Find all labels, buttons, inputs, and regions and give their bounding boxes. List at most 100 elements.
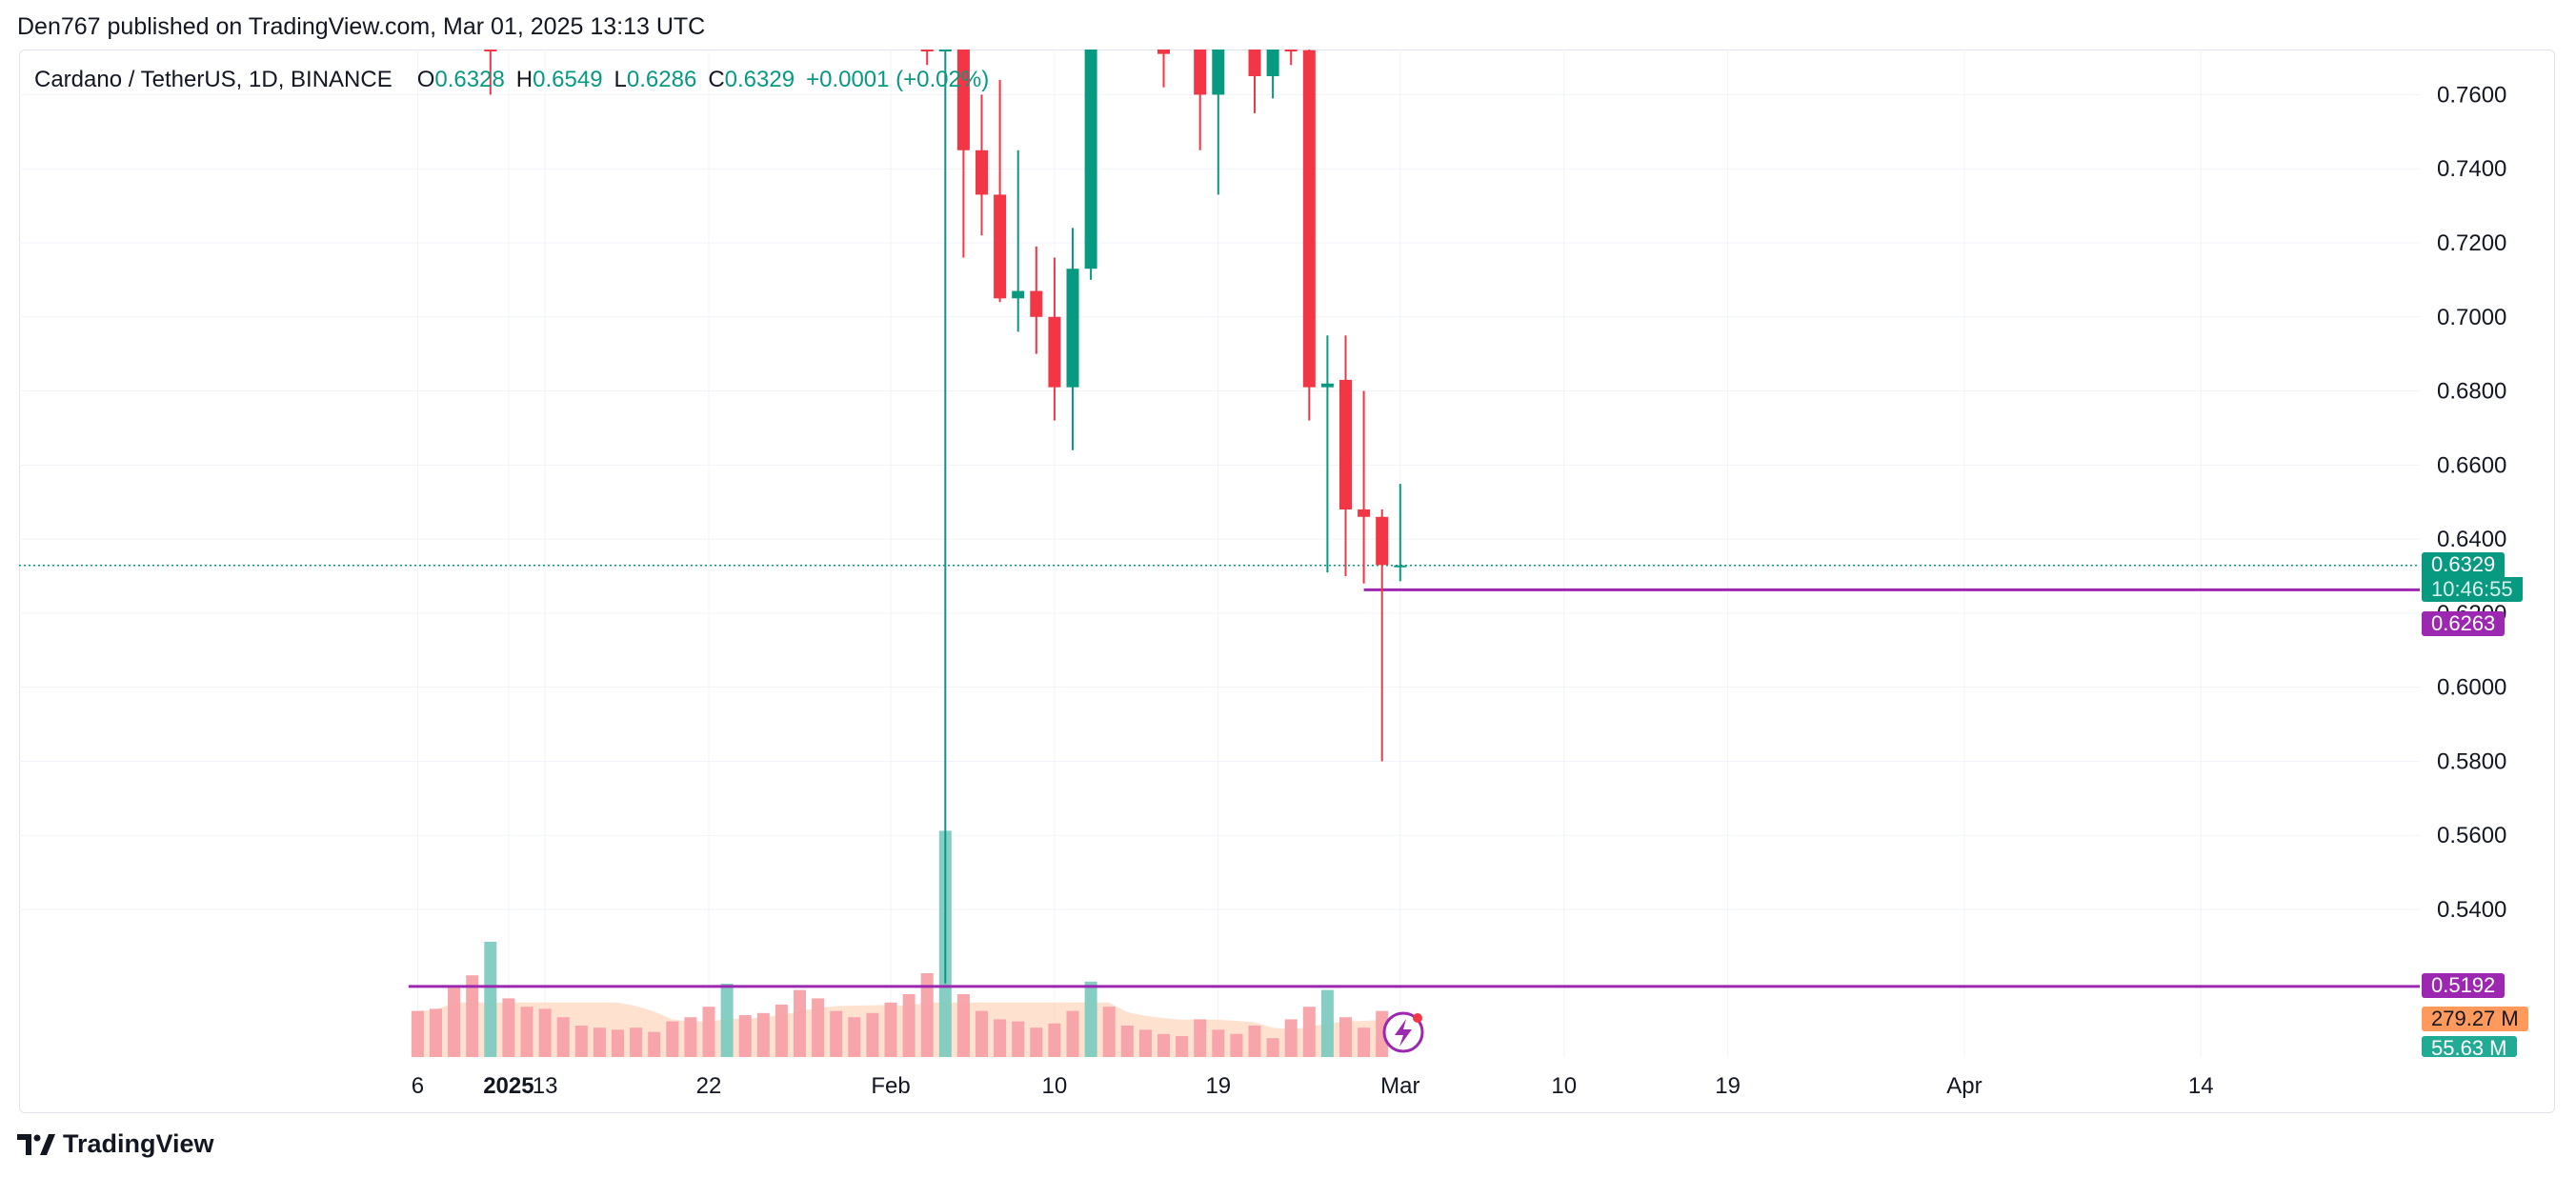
- y-tick-label: 0.6400: [2437, 527, 2506, 552]
- y-axis: 0.54000.56000.58000.60000.62000.64000.66…: [2437, 82, 2506, 923]
- lightning-icon[interactable]: [1382, 1011, 1424, 1053]
- brand-name[interactable]: TradingView: [63, 1129, 214, 1158]
- volume-bar: [1102, 1007, 1116, 1057]
- current-price-badge: 0.6329: [2422, 552, 2506, 577]
- grid: [19, 50, 2420, 1057]
- ohlc-legend: Cardano / TetherUS, 1D, BINANCE O0.6328 H0…: [34, 67, 989, 93]
- volume-bar: [794, 989, 806, 1057]
- x-tick-label: 14: [2188, 1073, 2214, 1099]
- candle: [920, 50, 934, 66]
- candle: [1358, 390, 1371, 584]
- volume-bar: [1048, 1023, 1061, 1057]
- volume-bar: [648, 1031, 661, 1057]
- low-label: L: [614, 67, 627, 92]
- x-tick-label: Mar: [1380, 1073, 1419, 1099]
- open-label: O: [416, 67, 435, 92]
- candle-body: [1394, 565, 1407, 568]
- candle-body: [1248, 50, 1261, 76]
- volume-bar: [466, 975, 479, 1057]
- volume-bar: [1157, 1033, 1170, 1057]
- candle-body: [1284, 50, 1298, 51]
- volume-bar: [1376, 1010, 1389, 1057]
- candle-body: [1320, 383, 1334, 388]
- y-tick-label: 0.6800: [2437, 379, 2506, 405]
- volume-bar: [1176, 1036, 1189, 1057]
- candle-body: [1302, 50, 1316, 388]
- volume-bars: [411, 830, 1389, 1057]
- candle-body: [1048, 316, 1061, 388]
- volume-bar: [1120, 1026, 1134, 1057]
- change-value: +0.0001 (+0.02%): [806, 67, 990, 92]
- volume-bar: [430, 1008, 442, 1057]
- candle-body: [938, 50, 952, 51]
- volume-bar: [920, 973, 934, 1057]
- candle: [1266, 50, 1279, 99]
- symbol-name: Cardano / TetherUS, 1D, BINANCE: [34, 67, 392, 92]
- candle-body: [1376, 516, 1389, 566]
- volume-ma-badge: 279.27 M: [2422, 1007, 2528, 1031]
- candle-body: [484, 50, 497, 51]
- volume-badge: 55.63 M: [2422, 1036, 2517, 1057]
- volume-bar: [1084, 981, 1097, 1057]
- countdown-badge: 10:46:55: [2422, 577, 2523, 602]
- candle: [994, 79, 1007, 303]
- volume-bar: [630, 1027, 643, 1057]
- candle-body: [994, 194, 1007, 299]
- x-tick-label: 13: [533, 1073, 558, 1099]
- candle-body: [1194, 50, 1207, 95]
- y-tick-label: 0.5600: [2437, 823, 2506, 848]
- volume-bar: [484, 942, 497, 1057]
- candle: [956, 50, 970, 258]
- candle: [1157, 50, 1170, 88]
- x-tick-label: 22: [696, 1073, 722, 1099]
- volume-bar: [994, 1019, 1007, 1057]
- candle: [1194, 50, 1207, 150]
- volume-bar: [1284, 1019, 1298, 1057]
- volume-bar: [976, 1010, 988, 1057]
- volume-bar: [593, 1027, 606, 1057]
- y-tick-label: 0.6600: [2437, 452, 2506, 478]
- volume-bar: [1012, 1021, 1025, 1057]
- volume-bar: [702, 1007, 715, 1057]
- volume-bar: [1138, 1029, 1152, 1057]
- volume-bar: [556, 1017, 570, 1057]
- y-tick-label: 0.7000: [2437, 305, 2506, 330]
- x-tick-label: 10: [1042, 1073, 1068, 1099]
- volume-bar: [756, 1012, 770, 1057]
- volume-bar: [1358, 1027, 1371, 1057]
- volume-bar: [1030, 1027, 1043, 1057]
- candle-body: [1066, 269, 1079, 388]
- x-tick-label: 6: [412, 1073, 424, 1099]
- candle: [1284, 50, 1298, 66]
- volume-bar: [612, 1029, 624, 1057]
- volume-bar: [538, 1008, 552, 1057]
- open-value: 0.6328: [434, 67, 505, 92]
- close-value: 0.6329: [724, 67, 795, 92]
- candle: [1320, 335, 1334, 573]
- candle: [938, 50, 952, 984]
- candle: [976, 94, 988, 236]
- candle: [484, 50, 497, 95]
- volume-bar: [1066, 1010, 1079, 1057]
- x-tick-label: 10: [1551, 1073, 1577, 1099]
- candle: [1248, 50, 1261, 113]
- candle: [1012, 150, 1025, 332]
- volume-bar: [830, 1010, 843, 1057]
- volume-bar: [1194, 1019, 1207, 1057]
- candle: [1084, 50, 1097, 280]
- x-tick-label: Apr: [1946, 1073, 1982, 1099]
- volume-bar: [775, 1005, 788, 1057]
- volume-bar: [1339, 1017, 1352, 1057]
- candle: [1394, 484, 1407, 582]
- volume-bar: [738, 1015, 752, 1057]
- low-value: 0.6286: [626, 67, 697, 92]
- volume-bar: [1266, 1038, 1279, 1057]
- candle: [1376, 509, 1389, 762]
- candle-body: [1266, 50, 1279, 76]
- candle-body: [1358, 509, 1371, 517]
- tradingview-logo-icon[interactable]: [17, 1133, 55, 1155]
- candle: [1302, 50, 1316, 421]
- candle-body: [1157, 50, 1170, 54]
